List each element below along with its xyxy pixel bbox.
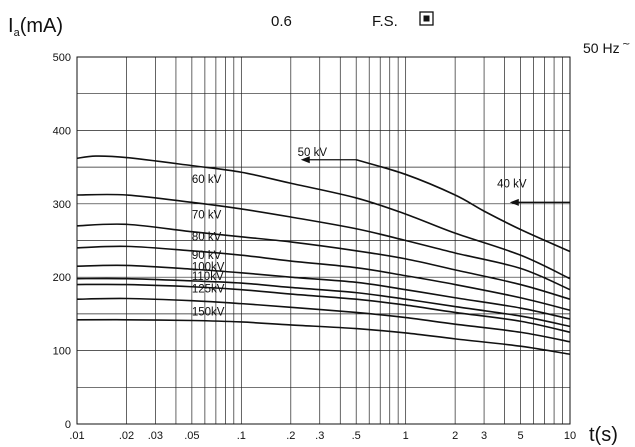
x-tick-label: 5 <box>517 430 523 442</box>
chart-grid <box>77 57 570 424</box>
curve-label-100kv: 100kV <box>192 262 225 274</box>
curve-label-110kv: 110kV <box>192 271 224 283</box>
curve-125kv <box>76 297 571 343</box>
arrow-50kv-head <box>300 156 310 164</box>
curves <box>76 155 571 356</box>
x-tick-label: .01 <box>69 430 84 442</box>
x-tick-label: .3 <box>315 430 324 442</box>
x-tick-label: .2 <box>286 430 295 442</box>
focus-value: 0.6 <box>271 13 292 30</box>
y-tick-label: 400 <box>53 125 71 137</box>
x-tick-label: .02 <box>119 430 134 442</box>
x-tick-label: 10 <box>564 430 576 442</box>
curve-label-90kv: 90 kV <box>192 250 222 262</box>
curve-100kv <box>76 277 571 328</box>
curve-80kv <box>76 245 571 312</box>
axis-ticks: .01.02.03.05.1.2.3.5 1 2 3 5 1001002003004005… <box>53 52 576 442</box>
curve-label-80kv: 80 kV <box>192 232 222 244</box>
curve-label-60kv: 60 kV <box>192 174 222 186</box>
x-tick-label: .05 <box>184 430 199 442</box>
y-tick-label: 300 <box>53 199 71 211</box>
curve-110kv <box>76 283 571 334</box>
x-tick-label: .1 <box>237 430 246 442</box>
curve-label-50kv: 50 kV <box>298 147 328 159</box>
x-tick-label: .5 <box>352 430 361 442</box>
curve-90kv <box>76 264 571 320</box>
frequency-label: 50 Hz <box>583 40 620 56</box>
y-axis-title: Ia(mA) <box>8 15 63 39</box>
x-tick-label: 1 <box>403 430 409 442</box>
small-focus-icon-fill <box>423 15 430 22</box>
arrow-50kv <box>300 156 357 164</box>
curve-60kv <box>76 193 571 291</box>
x-tick-label: .03 <box>148 430 163 442</box>
arrow-40kv-head <box>509 198 519 206</box>
curve-70kv <box>76 223 571 300</box>
curve-label-150kv: 150kV <box>192 306 225 318</box>
y-tick-label: 200 <box>53 272 71 284</box>
plot-frame <box>76 56 571 425</box>
focus-label: F.S. <box>372 13 398 30</box>
x-tick-label: 3 <box>481 430 487 442</box>
curve-labels: 50 kV 60 kV 70 kV 80 kV 90 kV100kV110kV125kV… <box>192 147 527 318</box>
curve-label-40kv: 40 kV <box>497 179 527 191</box>
small-focus-icon <box>419 11 434 26</box>
curve-50kv <box>76 155 571 280</box>
curve-40kv <box>355 158 571 253</box>
curve-label-70kv: 70 kV <box>192 209 222 221</box>
curve-150kv <box>76 318 571 356</box>
y-tick-label: 0 <box>65 419 71 431</box>
x-tick-label: 2 <box>452 430 458 442</box>
ac-symbol-icon: ~ <box>622 39 630 50</box>
x-axis-title: t(s) <box>589 424 618 446</box>
arrow-40kv <box>509 198 570 206</box>
curve-label-125kv: 125kV <box>192 284 225 296</box>
arrows <box>300 156 570 206</box>
y-tick-label: 100 <box>53 346 71 358</box>
y-tick-label: 500 <box>53 52 71 64</box>
